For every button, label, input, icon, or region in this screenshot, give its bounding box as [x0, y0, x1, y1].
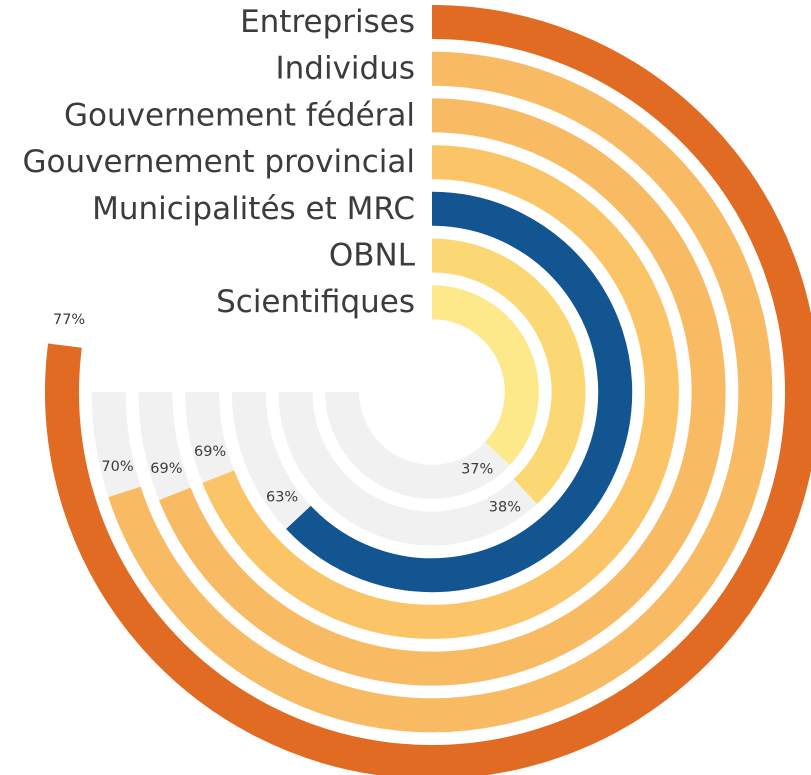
value-label-entreprises: 77%	[53, 312, 85, 328]
value-label-gouvernement-provincial: 69%	[194, 444, 226, 460]
category-label-obnl: OBNL	[329, 238, 416, 274]
track-scientifiques	[325, 391, 510, 499]
category-label-individus: Individus	[275, 51, 415, 87]
value-label-municipalites-et-mrc: 63%	[266, 489, 298, 505]
value-label-individus: 70%	[101, 459, 133, 475]
value-labels: 77% 70% 69% 69% 63% 38% 37%	[53, 312, 521, 515]
bar-municipalites-et-mrc	[286, 191, 633, 593]
category-label-entreprises: Entreprises	[240, 4, 415, 40]
category-label-municipalites-et-mrc: Municipalités et MRC	[92, 191, 415, 227]
category-label-scientifiques: Scientifiques	[216, 284, 415, 320]
track-gouvernement-federal	[138, 391, 191, 501]
bar-entreprises	[45, 5, 811, 775]
value-label-scientifiques: 37%	[461, 462, 493, 478]
value-label-obnl: 38%	[489, 499, 521, 515]
bar-gouvernement-federal	[159, 98, 726, 686]
category-label-gouvernement-federal: Gouvernement fédéral	[64, 97, 415, 133]
track-individus	[91, 391, 141, 498]
category-labels: Entreprises Individus Gouvernement fédéral…	[23, 4, 416, 320]
bar-scientifiques	[431, 285, 539, 466]
bar-obnl	[431, 238, 586, 504]
category-label-gouvernement-provincial: Gouvernement provincial	[23, 144, 415, 180]
bar-gouvernement-provincial	[202, 145, 679, 639]
track-obnl	[278, 391, 538, 546]
ring-tracks	[91, 391, 538, 546]
value-label-gouvernement-federal: 69%	[150, 461, 182, 477]
track-gouvernement-provincial	[185, 391, 235, 483]
track-municipalites-et-mrc	[231, 391, 312, 530]
ring-bars	[45, 5, 811, 775]
bar-individus	[108, 51, 773, 733]
